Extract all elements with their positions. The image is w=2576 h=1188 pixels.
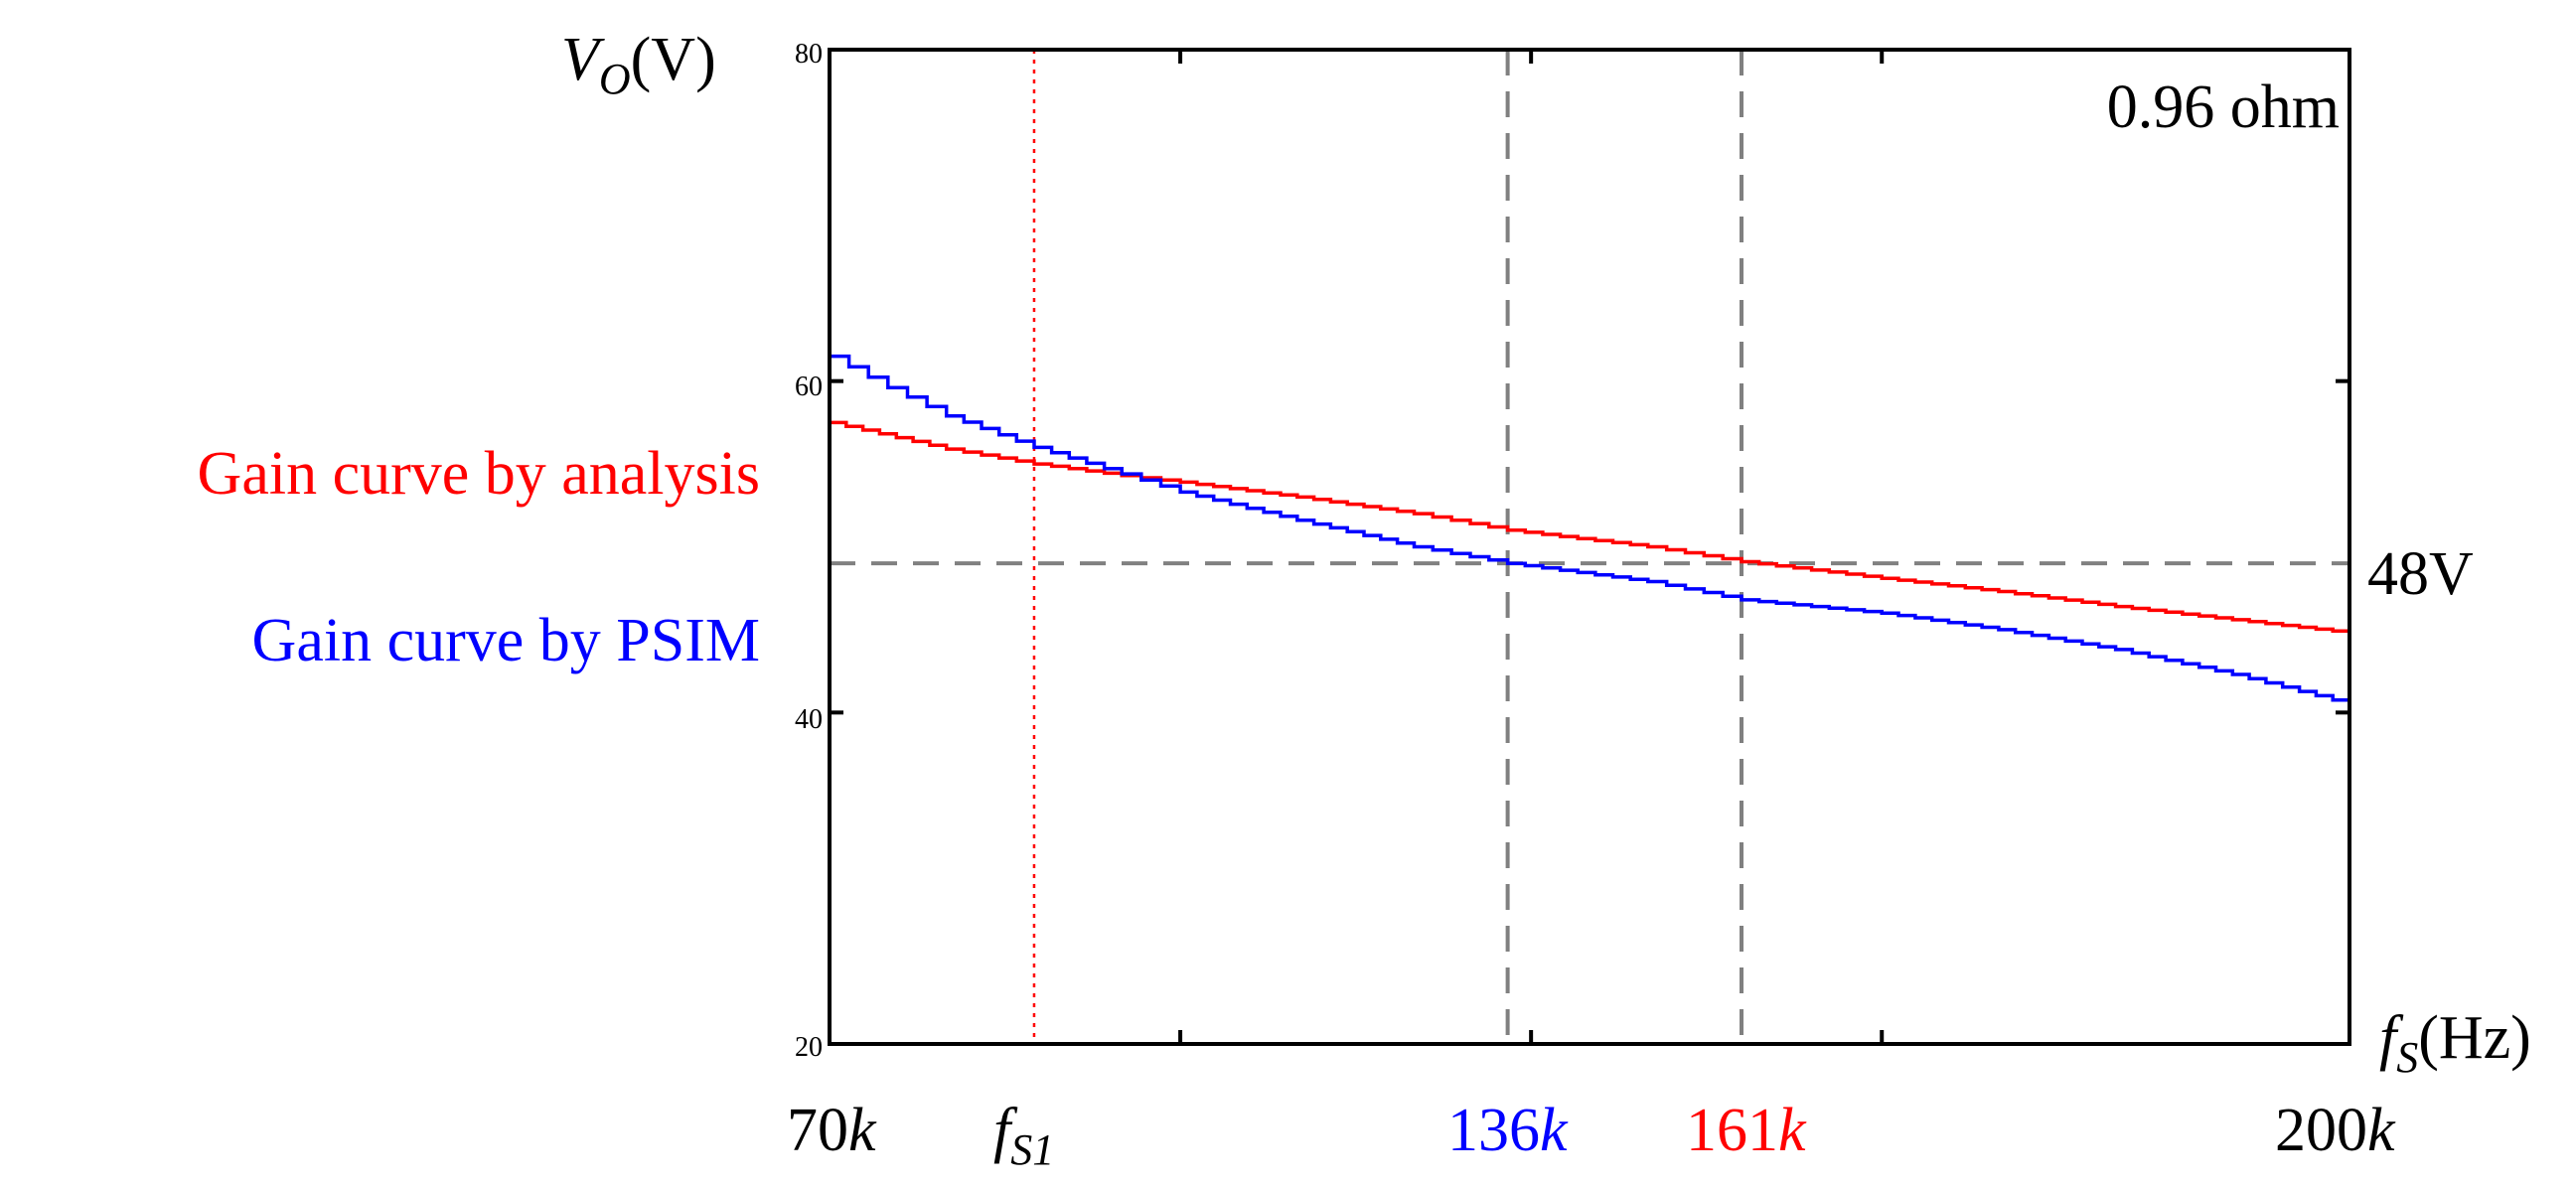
x-label-200k: 200k	[2275, 1097, 2396, 1164]
y-tick-label-80: 80	[795, 39, 823, 70]
y-axis-title: VO(V)	[561, 26, 716, 103]
x-label-70k-k: k	[848, 1097, 877, 1164]
guide-lines	[830, 50, 2349, 1044]
y-axis-symbol: V	[561, 26, 605, 93]
legend-psim: Gain curve by PSIM	[252, 607, 760, 674]
series-layer	[830, 354, 2349, 702]
x-label-136k: 136k	[1447, 1097, 1569, 1164]
plot-frame	[828, 48, 2351, 1046]
y-axis-unit: (V)	[631, 26, 716, 93]
series-analysis-line	[830, 420, 2349, 634]
x-label-136k-k: k	[1540, 1097, 1569, 1164]
x-label-70k-num: 70	[787, 1097, 848, 1164]
x-label-70k: 70k	[787, 1097, 877, 1164]
x-label-161k-num: 161	[1686, 1097, 1778, 1164]
x-label-161k: 161k	[1686, 1097, 1807, 1164]
y-tick-label-20: 20	[795, 1032, 823, 1063]
x-label-200k-num: 200	[2275, 1097, 2367, 1164]
x-label-fs1: fS1	[993, 1097, 1054, 1174]
tick-marks	[830, 50, 2349, 1044]
x-label-200k-k: k	[2367, 1097, 2396, 1164]
x-axis-subscript: S	[2396, 1033, 2418, 1082]
y-tick-label-60: 60	[795, 371, 823, 402]
y-axis-subscript: O	[599, 55, 631, 103]
x-axis-unit: (Hz)	[2418, 1004, 2531, 1072]
x-label-fs1-sub: S1	[1010, 1125, 1054, 1174]
x-label-136k-num: 136	[1447, 1097, 1540, 1164]
y-tick-label-40: 40	[795, 704, 823, 735]
reference-line-label: 48V	[2367, 540, 2474, 608]
x-label-161k-k: k	[1778, 1097, 1807, 1164]
load-annotation: 0.96 ohm	[2107, 74, 2340, 141]
x-axis-title: fS(Hz)	[2379, 1004, 2531, 1082]
series-psim-line	[830, 354, 2349, 702]
legend-analysis: Gain curve by analysis	[198, 440, 760, 508]
